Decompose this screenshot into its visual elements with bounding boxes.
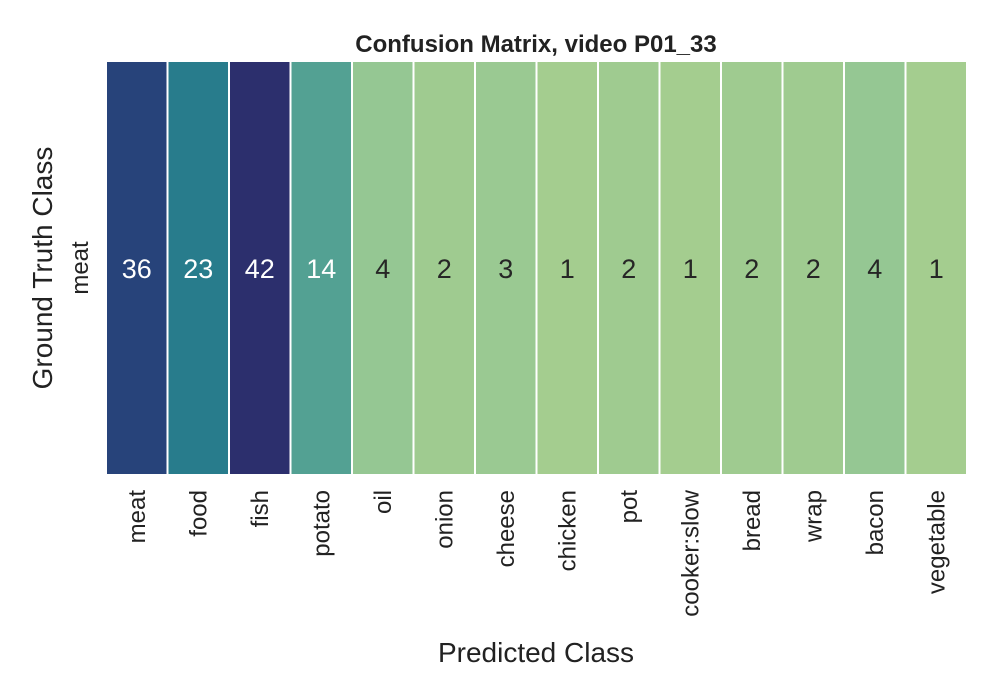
- x-tick-label: pot: [616, 490, 643, 524]
- x-tick-label: bacon: [862, 490, 889, 555]
- cell-value-label: 42: [245, 254, 275, 284]
- x-tick-label: cooker:slow: [677, 489, 704, 616]
- heatmap-cells: 36 23 42 14 4 2 3 1 2 1 2 2 4 1: [105, 60, 968, 476]
- x-tick-label: oil: [370, 490, 397, 514]
- y-axis-label: Ground Truth Class: [27, 147, 58, 390]
- cell-value-label: 1: [560, 254, 575, 284]
- x-tick-label: potato: [308, 490, 335, 557]
- cell-value-label: 36: [122, 254, 152, 284]
- heatmap-cell-wrap: [781, 60, 845, 476]
- x-tick-label: onion: [431, 490, 458, 549]
- heatmap-cell-meat: [105, 60, 169, 476]
- x-axis-label: Predicted Class: [438, 637, 634, 668]
- heatmap-cell-pot: [597, 60, 661, 476]
- x-tick-label: cheese: [493, 490, 520, 567]
- cell-value-label: 14: [306, 254, 336, 284]
- heatmap-cell-oil: [351, 60, 415, 476]
- heatmap-cell-vegetable: [904, 60, 968, 476]
- cell-value-label: 1: [683, 254, 698, 284]
- cell-value-label: 1: [929, 254, 944, 284]
- x-tick-label: fish: [247, 490, 274, 527]
- x-tick-label: wrap: [800, 490, 827, 543]
- heatmap-cell-bacon: [843, 60, 907, 476]
- x-tick-label: food: [185, 490, 212, 537]
- x-tick-label: meat: [124, 490, 151, 544]
- cell-value-label: 2: [621, 254, 636, 284]
- heatmap-cell-onion: [412, 60, 476, 476]
- heatmap-cell-cheese: [474, 60, 538, 476]
- heatmap-cell-cooker-slow: [658, 60, 722, 476]
- heatmap-cell-food: [166, 60, 230, 476]
- cell-value-label: 4: [867, 254, 882, 284]
- cell-value-label: 23: [183, 254, 213, 284]
- heatmap-cell-chicken: [535, 60, 599, 476]
- cell-value-label: 3: [498, 254, 513, 284]
- cell-value-label: 2: [744, 254, 759, 284]
- x-tick-label: bread: [739, 490, 766, 551]
- x-tick-label: vegetable: [923, 490, 950, 594]
- heatmap-cell-fish: [228, 60, 292, 476]
- chart-title: Confusion Matrix, video P01_33: [355, 31, 716, 58]
- cell-value-label: 2: [806, 254, 821, 284]
- x-tick-label: chicken: [554, 490, 581, 571]
- x-tick-labels: meat food fish potato oil onion cheese chicken p…: [124, 489, 951, 616]
- cell-value-label: 2: [437, 254, 452, 284]
- cell-value-label: 4: [375, 254, 390, 284]
- y-tick-label: meat: [67, 241, 94, 295]
- y-tick-labels: meat: [67, 241, 94, 295]
